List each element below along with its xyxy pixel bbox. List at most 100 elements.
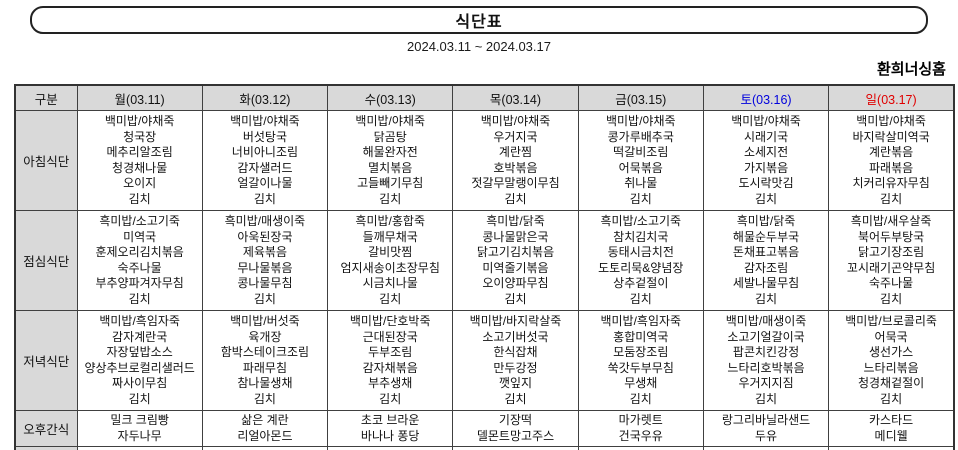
meal-item: 만두강정 xyxy=(493,360,538,375)
facility-name: 환희너싱홈 xyxy=(876,61,946,78)
meal-item: 모둠장조림 xyxy=(613,345,669,359)
meal-item: 미역국 xyxy=(123,229,157,244)
meal-item: 홍합미역국 xyxy=(613,329,669,344)
meal-item: 바지락살미역국 xyxy=(852,129,930,144)
meal-item: 우거지국 xyxy=(493,129,538,144)
meal-item: 참나물생채 xyxy=(237,376,293,390)
meal-item: 감자계란국 xyxy=(112,329,168,344)
meal-item: 멸치볶음 xyxy=(368,160,413,175)
row-label-3: 오후간식 xyxy=(14,410,78,447)
meal-item: 닭고기장조림 xyxy=(857,245,925,259)
table-row-2: 저녁식단 백미밥/흑임자죽 감자계란국 자장덮밥소스 양상추브로컬리샐러드 짜사이무침 김치… xyxy=(14,310,955,411)
meal-item: 계란찜 xyxy=(498,145,533,159)
meal-cell: 백미밥/야채죽 콩가루배추국 떡갈비조림 어묵볶음 취나물 김치 xyxy=(577,110,704,211)
meal-cell: 흑미밥/새우살죽 북어두부탕국 닭고기장조림 꼬시래기곤약무침 숙주나물 김치 xyxy=(828,210,955,311)
meal-item: 김치 xyxy=(755,191,778,206)
row-label-2: 저녁식단 xyxy=(14,310,78,411)
meal-item: 해물완자전 xyxy=(362,145,418,159)
meal-item: 감자샐러드 xyxy=(237,160,293,175)
column-header-day-4: 금(03.15) xyxy=(577,84,704,111)
row-label-1: 점심식단 xyxy=(14,210,78,311)
meal-item: 호박볶음 xyxy=(493,160,538,175)
meal-item: 쑥갓두부무침 xyxy=(607,360,674,375)
meal-item: 김치 xyxy=(880,291,903,306)
meal-item: 고들빼기무침 xyxy=(357,176,424,190)
meal-item: 김치 xyxy=(253,391,276,406)
meal-item: 백미밥/야채죽 xyxy=(605,114,676,128)
meal-item: 숙주나물 xyxy=(869,276,914,290)
meal-item: 함박스테이크조림 xyxy=(220,345,310,359)
table-row-1: 점심식단 흑미밥/소고기죽 미역국 훈제오리김치볶음 숙주나물 부추양파겨자무침 김치 흑미밥… xyxy=(14,210,955,311)
partial-row-label xyxy=(14,446,78,450)
meal-item: 랑그리바닐라샌드 xyxy=(721,413,811,427)
meal-item: 김치 xyxy=(253,191,276,206)
meal-cell: 카스타드 메디웰 xyxy=(828,410,955,447)
meal-cell: 백미밥/버섯죽 육개장 함박스테이크조림 파래무침 참나물생채 김치 xyxy=(201,310,329,411)
meal-item: 엄지새송이초장무침 xyxy=(340,260,440,275)
meal-item: 백미밥/버섯죽 xyxy=(230,314,300,328)
column-header-day-1: 화(03.12) xyxy=(201,84,329,111)
meal-item: 닭곰탕 xyxy=(373,129,407,144)
meal-cell: 흑미밥/닭죽 콩나물맑은국 닭고기김치볶음 미역줄기볶음 오이양파무침 김치 xyxy=(452,210,579,311)
meal-item: 건국우유 xyxy=(618,428,663,443)
meal-item: 파래볶음 xyxy=(869,160,914,175)
meal-cell: 백미밥/단호박죽 근대된장국 두부조림 감자채볶음 부추생채 김치 xyxy=(327,310,454,411)
meal-item: 바나나 퐁당 xyxy=(360,428,420,443)
meal-item: 가지볶음 xyxy=(743,160,789,175)
meal-item: 두부조림 xyxy=(368,345,413,359)
column-header-day-3: 목(03.14) xyxy=(452,84,579,111)
meal-item: 콩가루배추국 xyxy=(607,129,674,144)
meal-table-body: 구분 월(03.11) 화(03.12) 수(03.13) 목(03.14) 금(03.1… xyxy=(14,84,955,450)
meal-cell xyxy=(201,446,329,450)
meal-item: 깻잎지 xyxy=(498,376,533,390)
meal-item: 콩나물무침 xyxy=(237,276,293,290)
meal-item: 오이양파무침 xyxy=(482,276,549,290)
meal-cell xyxy=(452,446,579,450)
meal-item: 백미밥/야채죽 xyxy=(731,114,801,128)
meal-cell xyxy=(327,446,454,450)
meal-item: 김치 xyxy=(128,291,151,306)
meal-item: 무생채 xyxy=(624,376,658,390)
meal-item: 자장덮밥소스 xyxy=(106,345,173,359)
meal-item: 김치 xyxy=(629,391,652,406)
meal-cell: 백미밥/야채죽 청국장 메추리알조림 청경채나물 오이지 김치 xyxy=(76,110,203,211)
meal-item: 들깨무채국 xyxy=(362,229,418,244)
meal-cell: 백미밥/매생이죽 소고기얼갈이국 팝콘치킨강정 느타리호박볶음 우거지지짐 김치 xyxy=(702,310,830,411)
meal-item: 마가렛트 xyxy=(618,413,663,427)
meal-item: 김치 xyxy=(253,291,276,306)
meal-item: 파래무침 xyxy=(242,360,287,375)
meal-item: 백미밥/야채죽 xyxy=(480,114,551,128)
meal-cell: 백미밥/흑임자죽 감자계란국 자장덮밥소스 양상추브로컬리샐러드 짜사이무침 김치 xyxy=(76,310,203,411)
column-header-day-6: 일(03.17) xyxy=(828,84,955,111)
meal-item: 백미밥/매생이죽 xyxy=(725,314,807,328)
meal-cell: 흑미밥/홍합죽 들깨무채국 갈비맛찜 엄지새송이초장무침 시금치나물 김치 xyxy=(327,210,454,311)
meal-item: 돈채표고볶음 xyxy=(732,245,800,259)
meal-item: 동태시금치전 xyxy=(607,245,674,259)
meal-item: 김치 xyxy=(379,291,402,306)
meal-item: 청경채나물 xyxy=(112,160,168,175)
meal-item: 소고기버섯국 xyxy=(482,329,549,344)
meal-item: 자두나무 xyxy=(117,428,162,443)
meal-item: 두유 xyxy=(755,428,778,443)
meal-item: 김치 xyxy=(379,391,402,406)
meal-item: 흑미밥/소고기죽 xyxy=(99,214,180,228)
meal-item: 감자채볶음 xyxy=(362,360,418,375)
meal-cell: 흑미밥/소고기죽 참치김치국 동태시금치전 도토리묵&양념장 상추겉절이 김치 xyxy=(577,210,704,311)
meal-item: 느타리볶음 xyxy=(863,360,919,375)
meal-item: 김치 xyxy=(755,391,778,406)
meal-item: 김치 xyxy=(504,191,527,206)
meal-item: 청경채겉절이 xyxy=(857,376,925,390)
column-header-day-0: 월(03.11) xyxy=(76,84,203,111)
meal-item: 소세지전 xyxy=(743,145,789,159)
column-header-day-5: 토(03.16) xyxy=(702,84,830,111)
column-header-day-2: 수(03.13) xyxy=(327,84,454,111)
meal-item: 김치 xyxy=(379,191,402,206)
meal-cell xyxy=(76,446,203,450)
meal-item: 청국장 xyxy=(123,129,157,144)
meal-item: 생선가스 xyxy=(869,345,914,359)
meal-item: 근대된장국 xyxy=(362,329,418,344)
meal-item: 백미밥/야채죽 xyxy=(230,114,300,128)
meal-item: 김치 xyxy=(880,391,903,406)
meal-item: 미역줄기볶음 xyxy=(482,260,549,275)
